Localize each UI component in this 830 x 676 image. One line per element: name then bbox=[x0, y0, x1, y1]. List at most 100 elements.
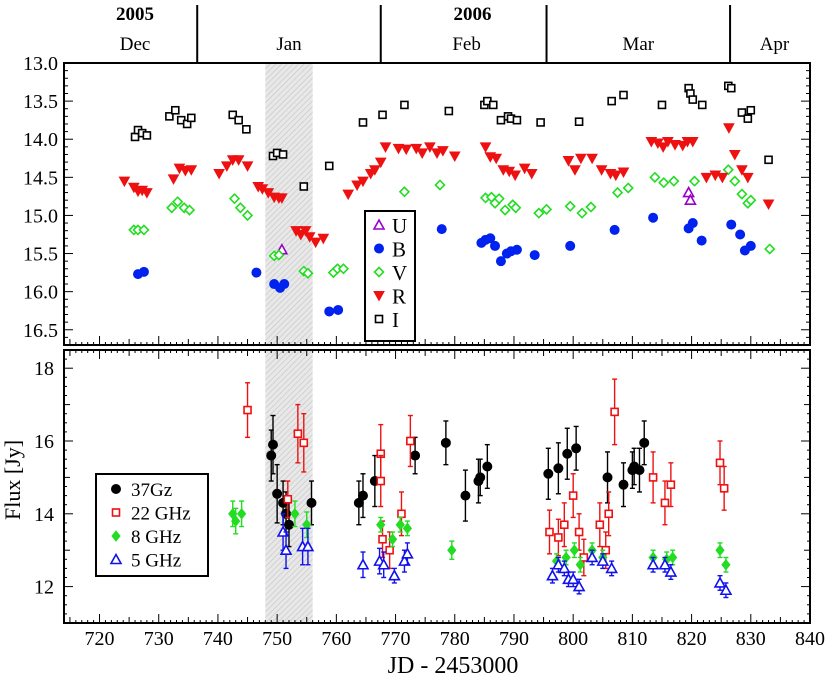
x-tick-label: 780 bbox=[440, 628, 470, 650]
data-point bbox=[351, 180, 363, 191]
data-point bbox=[723, 123, 735, 134]
series-optical-i bbox=[130, 81, 773, 191]
data-point bbox=[602, 472, 613, 483]
data-point bbox=[324, 306, 335, 317]
data-point bbox=[130, 132, 140, 142]
x-tick-label: 840 bbox=[795, 628, 825, 650]
data-point bbox=[609, 224, 620, 235]
data-point bbox=[437, 146, 449, 157]
data-point bbox=[664, 565, 678, 577]
data-point bbox=[697, 100, 707, 110]
data-point bbox=[434, 179, 446, 191]
x-tick-label: 720 bbox=[85, 628, 115, 650]
data-point bbox=[536, 118, 545, 127]
data-point bbox=[540, 203, 553, 215]
data-point bbox=[266, 450, 277, 461]
data-point bbox=[554, 533, 563, 542]
legend-label: 8 GHz bbox=[131, 527, 181, 548]
data-point bbox=[569, 165, 581, 176]
data-point bbox=[741, 172, 754, 184]
data-point bbox=[324, 161, 334, 171]
data-point bbox=[278, 150, 288, 159]
legend-label: I bbox=[392, 308, 399, 332]
series-radio-37gz bbox=[266, 414, 650, 548]
data-point bbox=[610, 407, 619, 417]
data-point bbox=[746, 105, 756, 115]
y-tick-label-radio: 14 bbox=[34, 504, 54, 526]
data-point bbox=[658, 558, 672, 570]
data-point bbox=[648, 473, 658, 482]
series-optical-v bbox=[128, 164, 776, 279]
data-point bbox=[682, 185, 695, 198]
data-point bbox=[141, 188, 153, 199]
data-point bbox=[342, 189, 355, 201]
data-point bbox=[764, 243, 776, 255]
data-point bbox=[410, 450, 421, 461]
data-point bbox=[666, 480, 676, 489]
data-point bbox=[183, 204, 196, 216]
data-point bbox=[167, 174, 180, 185]
data-point bbox=[745, 240, 756, 251]
legend-marker bbox=[374, 314, 384, 324]
data-point bbox=[585, 201, 597, 213]
data-point bbox=[676, 140, 689, 152]
data-point bbox=[299, 226, 312, 237]
data-point bbox=[294, 229, 307, 241]
y-tick-label-radio: 12 bbox=[34, 577, 54, 599]
series-optical-b bbox=[133, 212, 756, 317]
data-point bbox=[306, 497, 317, 508]
data-point bbox=[241, 209, 254, 222]
data-point bbox=[171, 105, 180, 115]
data-point bbox=[553, 463, 564, 474]
data-point bbox=[687, 218, 698, 229]
data-point bbox=[186, 113, 196, 123]
series-radio-22-ghz bbox=[243, 378, 729, 577]
legend-marker bbox=[111, 530, 121, 542]
data-point bbox=[493, 193, 505, 205]
data-point bbox=[213, 169, 225, 180]
data-point bbox=[400, 100, 409, 110]
month-label: Dec bbox=[120, 34, 151, 55]
data-point bbox=[565, 240, 576, 251]
legend-marker bbox=[374, 243, 384, 254]
data-point bbox=[378, 534, 387, 544]
legend-marker bbox=[111, 508, 121, 517]
data-point bbox=[138, 224, 150, 236]
data-point bbox=[634, 465, 645, 476]
data-point bbox=[657, 100, 667, 110]
legend-marker bbox=[111, 484, 121, 494]
data-point bbox=[586, 153, 598, 165]
legend-label: V bbox=[392, 261, 407, 285]
data-point bbox=[392, 143, 405, 155]
data-point bbox=[561, 551, 571, 564]
data-point bbox=[220, 161, 233, 172]
y-axis-title-radio: Flux [Jy] bbox=[0, 440, 25, 520]
data-point bbox=[543, 468, 554, 479]
data-point bbox=[166, 202, 178, 214]
data-point bbox=[657, 142, 670, 153]
data-point bbox=[764, 155, 773, 165]
data-point bbox=[416, 148, 429, 159]
data-point bbox=[559, 520, 569, 530]
data-point bbox=[234, 202, 247, 214]
data-point bbox=[669, 140, 681, 151]
data-point bbox=[660, 498, 670, 508]
data-point bbox=[460, 490, 471, 501]
data-point bbox=[376, 518, 386, 531]
data-point bbox=[337, 263, 350, 275]
data-point bbox=[272, 488, 283, 499]
data-point bbox=[715, 458, 725, 468]
data-point bbox=[358, 118, 368, 127]
data-point bbox=[585, 550, 599, 563]
data-point bbox=[279, 543, 293, 556]
data-point bbox=[448, 151, 461, 163]
data-point bbox=[713, 576, 727, 588]
data-point bbox=[546, 569, 559, 581]
data-point bbox=[231, 515, 241, 527]
data-point bbox=[440, 437, 451, 448]
data-point bbox=[721, 558, 731, 571]
data-point bbox=[574, 117, 584, 126]
data-point bbox=[728, 149, 741, 161]
data-point bbox=[485, 233, 496, 244]
